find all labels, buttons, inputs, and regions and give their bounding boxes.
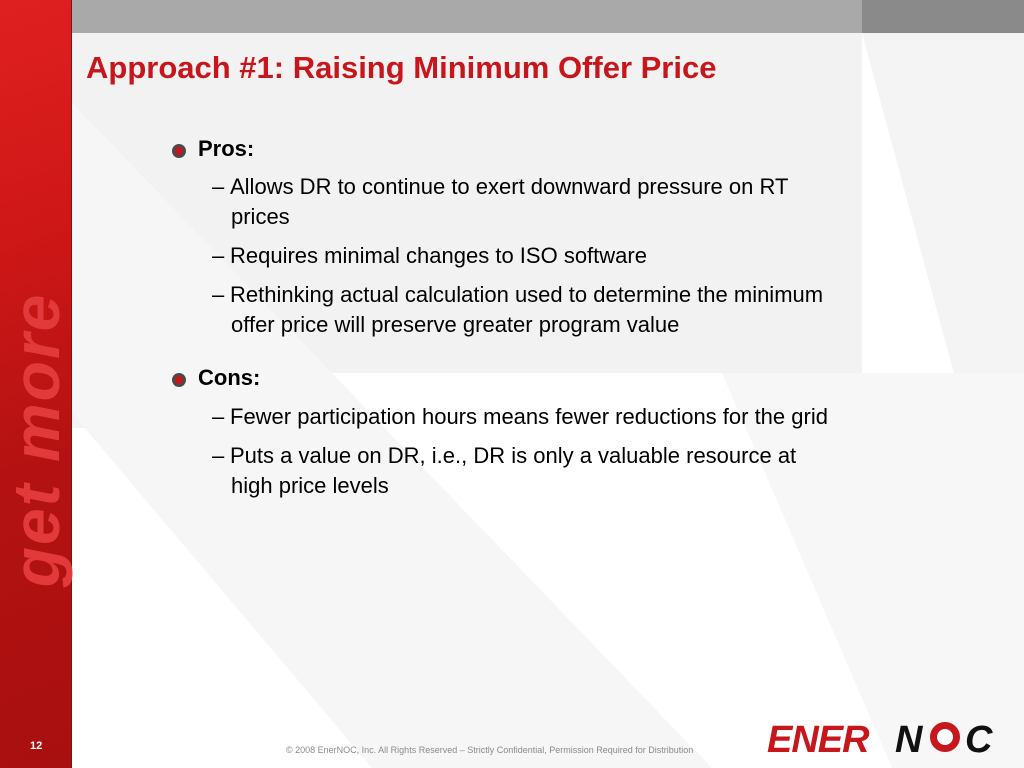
item-text-line1: Allows DR to continue to exert downward … [230,174,789,199]
logo-ring-icon [930,722,960,752]
pros-item: – Requires minimal changes to ISO softwar… [212,241,932,271]
enernoc-logo: ENER N C [767,718,1013,760]
copyright-notice: © 2008 EnerNOC, Inc. All Rights Reserved… [286,745,694,755]
slide-title: Approach #1: Raising Minimum Offer Price [86,50,717,85]
dash-marker: – [212,443,225,468]
cons-item: – Fewer participation hours means fewer r… [212,402,932,432]
top-grey-bar-right [862,0,1024,33]
dash-marker: – [212,174,225,199]
cons-item: – Puts a value on DR, i.e., DR is only a … [212,441,932,501]
item-text-line1: Requires minimal changes to ISO software [230,243,647,268]
item-text-line2: offer price will preserve greater progra… [231,312,680,337]
dash-marker: – [212,404,225,429]
item-text-line1: Rethinking actual calculation used to de… [230,282,824,307]
pros-heading: Pros: [198,136,255,161]
page-number: 12 [30,740,43,752]
background-shading [72,33,1024,768]
item-text-line2: high price levels [231,473,389,498]
cons-heading: Cons: [198,365,261,390]
red-dot-bullet-icon [172,144,186,158]
dash-marker: – [212,243,225,268]
item-text-line2: prices [231,204,290,229]
left-red-band [0,0,71,768]
logo-text-n: N [895,719,923,761]
pros-item: – Rethinking actual calculation used to d… [212,280,932,340]
item-text-line1: Fewer participation hours means fewer re… [230,404,828,429]
pros-item: – Allows DR to continue to exert downward… [212,172,932,232]
red-dot-bullet-icon [172,373,186,387]
logo-text-ener: ENER [767,719,870,761]
dash-marker: – [212,282,225,307]
left-band-divider [71,0,72,768]
get-more-tagline: get more [0,292,73,588]
top-grey-bar [72,0,862,33]
logo-text-c: C [965,719,993,761]
item-text-line1: Puts a value on DR, i.e., DR is only a v… [230,443,797,468]
